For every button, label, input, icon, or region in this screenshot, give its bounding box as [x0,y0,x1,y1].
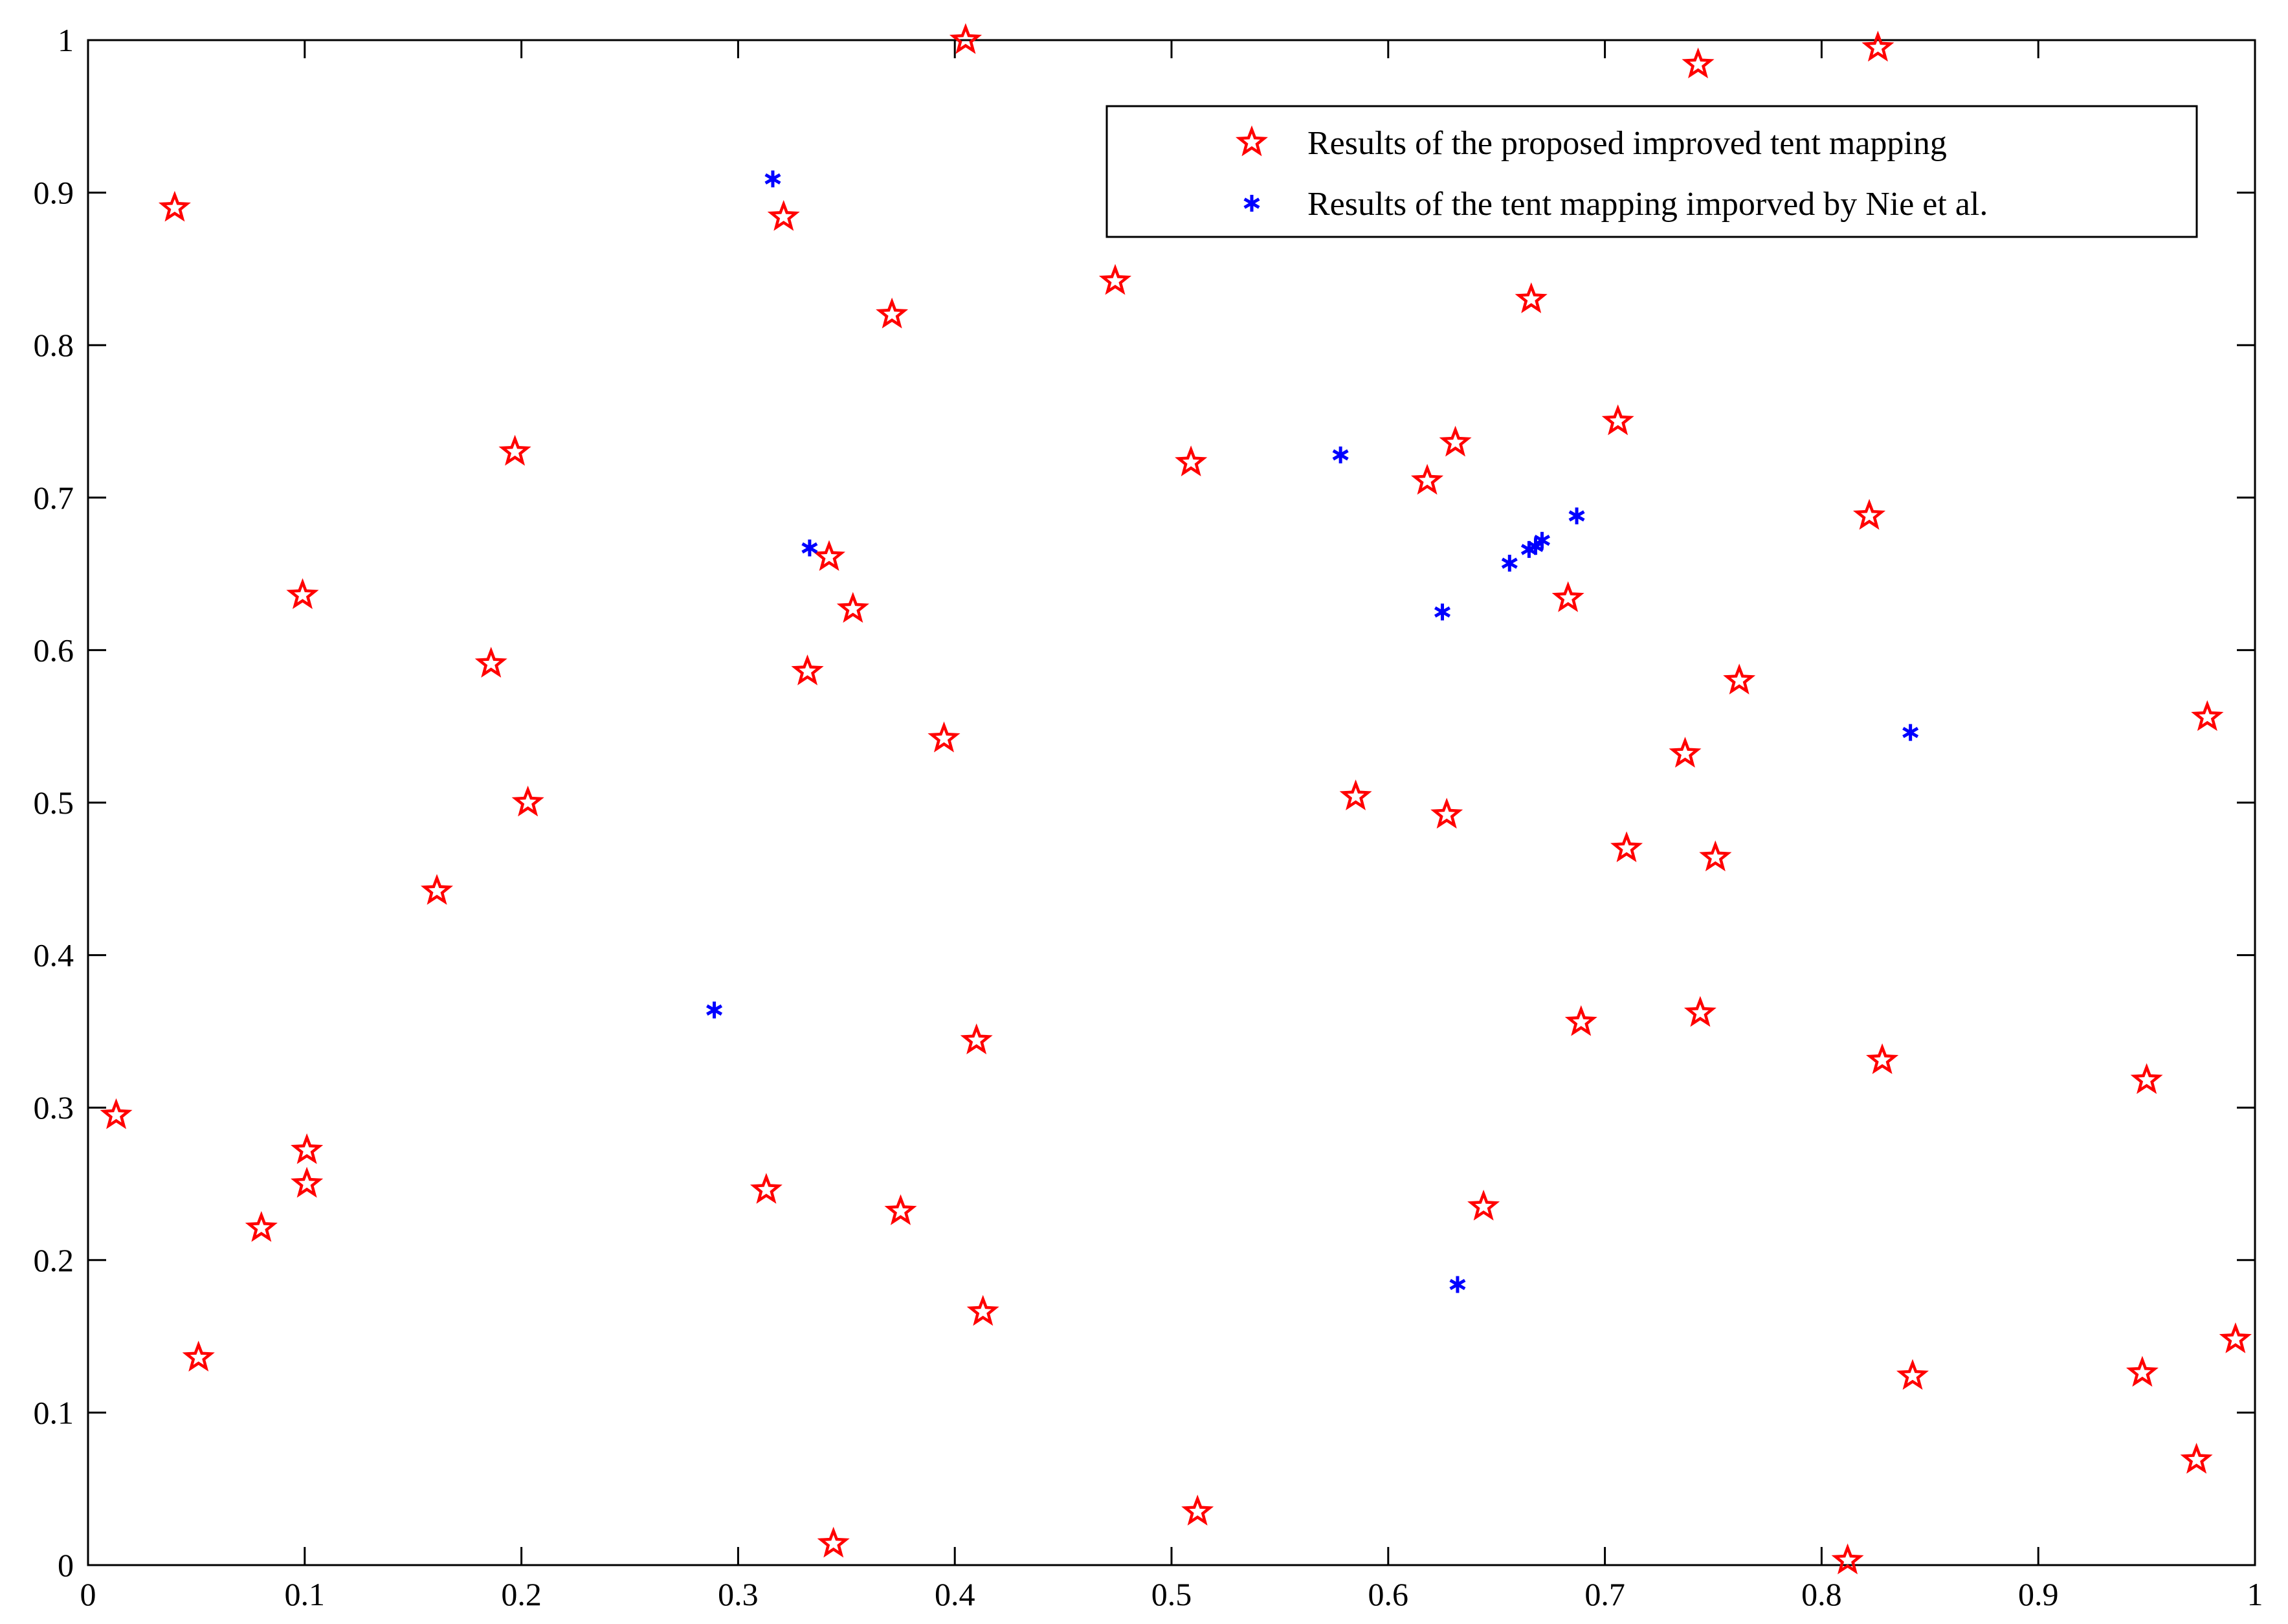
star-point [1175,445,1208,476]
star-point [1683,996,1716,1027]
star-point [286,578,319,609]
star-point [1551,581,1584,612]
y-tick-label: 0.1 [34,1394,74,1430]
star-point [1439,425,1472,457]
asterisk-point [1501,555,1518,572]
y-tick-label: 0.6 [34,632,74,668]
asterisk-point [1332,446,1349,463]
star-point [1610,831,1643,863]
star-point [100,1098,133,1129]
asterisk-point [1902,724,1919,741]
star-point [884,1194,917,1225]
star-point [1339,779,1372,810]
y-tick-label: 0.2 [34,1242,74,1278]
x-tick-label: 0.7 [1584,1576,1625,1612]
star-point [2180,1443,2213,1474]
star-point [817,1526,850,1558]
star-point [927,721,961,753]
legend-box [1105,105,2198,238]
star-point [812,540,846,572]
star-point [420,874,454,905]
x-tick-label: 0.3 [718,1576,759,1612]
star-point [1699,840,1732,872]
x-tick-label: 0.1 [285,1576,326,1612]
x-tick-label: 0 [80,1576,96,1612]
y-tick-label: 0.5 [34,784,74,821]
star-point [791,654,824,685]
star-point [291,1133,324,1164]
star-point [966,1295,999,1326]
star-point [511,785,544,817]
y-tick-label: 0.3 [34,1089,74,1126]
series-2 [706,170,1919,1293]
star-point [291,1166,324,1198]
star-point [1467,1189,1500,1221]
star-point [2191,700,2224,731]
star-point [1861,30,1894,62]
x-tick-label: 0.9 [2018,1576,2059,1612]
asterisk-point [764,170,781,188]
star-point [1852,498,1886,530]
data-points [100,23,2252,1575]
x-tick-label: 1 [2247,1576,2263,1612]
star-point [767,199,800,231]
axis-ticks [87,39,2256,1566]
star-point [1896,1359,1929,1390]
star-point [1831,1543,1864,1575]
legend-star-icon [1235,125,1269,157]
asterisk-point [801,539,818,557]
y-tick-label: 0.4 [34,937,74,973]
star-point [1564,1005,1597,1036]
star-point [1410,463,1444,495]
asterisk-point [1449,1276,1466,1293]
star-point [949,23,983,54]
legend-entry-label: Results of the proposed improved tent ma… [1307,125,1947,162]
star-point [2219,1322,2252,1353]
star-point [876,297,909,329]
x-tick-label: 0.5 [1151,1576,1192,1612]
star-point [1669,737,1702,768]
axis-tick-labels: 0 0.1 0.2 0.3 0.4 0.5 0.6 0.7 0.8 0.9 1 0 0.1 0.2 0.3 0… [34,22,2263,1612]
star-point [498,434,531,466]
star-point [245,1210,278,1242]
x-tick-label: 0.8 [1801,1576,1842,1612]
star-point [182,1340,215,1372]
x-tick-label: 0.2 [501,1576,542,1612]
legend-entry-label: Results of the tent mapping imporved by … [1307,186,1988,223]
star-point [1181,1495,1214,1526]
legend: Results of the proposed improved tent ma… [1105,105,2198,238]
star-point [474,647,507,678]
y-tick-label: 0.8 [34,327,74,363]
star-point [1430,797,1463,829]
star-point [1682,47,1715,79]
star-point [1098,263,1132,295]
y-tick-label: 1 [58,22,74,58]
series-1 [100,23,2252,1575]
star-point [2130,1063,2163,1095]
star-point [1515,282,1548,313]
asterisk-point [1533,531,1551,549]
asterisk-point [1527,538,1544,555]
star-point [158,190,191,222]
legend-asterisk-icon [1243,195,1260,212]
y-tick-label: 0 [58,1547,74,1583]
asterisk-point [1568,507,1585,525]
plot-area [87,39,2256,1566]
asterisk-point [706,1001,723,1019]
x-tick-label: 0.6 [1368,1576,1409,1612]
star-point [1723,663,1756,695]
star-point [750,1173,783,1204]
y-tick-label: 0.7 [34,480,74,516]
x-tick-label: 0.4 [935,1576,975,1612]
star-point [960,1023,993,1054]
asterisk-point [1434,603,1451,621]
star-point [1866,1043,1899,1074]
star-point [1601,404,1634,436]
star-point [2126,1355,2159,1387]
y-tick-label: 0.9 [34,175,74,211]
star-point [836,592,869,623]
